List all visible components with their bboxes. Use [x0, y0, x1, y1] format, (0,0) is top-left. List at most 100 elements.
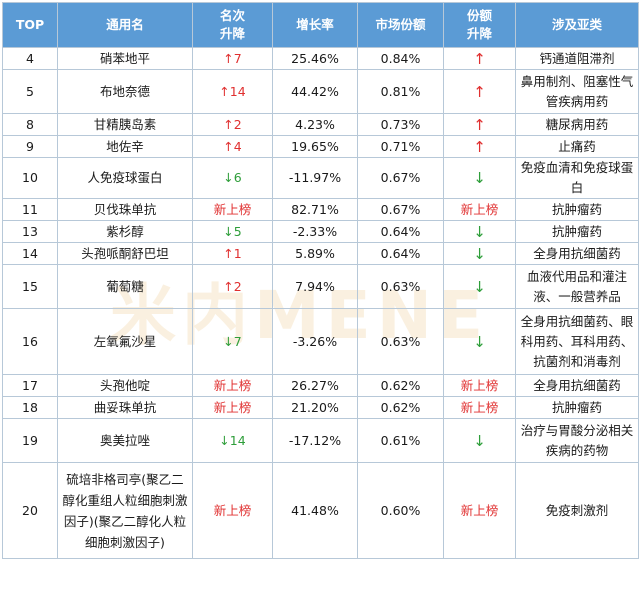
cell-top: 15 [2, 264, 58, 309]
cell-area: 止痛药 [515, 135, 639, 158]
cell-share-change: ↓ [443, 308, 516, 375]
cell-name: 甘精胰岛素 [57, 113, 193, 136]
cell-area: 全身用抗细菌药 [515, 242, 639, 265]
header-name: 通用名 [57, 2, 193, 48]
cell-area: 糖尿病用药 [515, 113, 639, 136]
cell-rank-change: 新上榜 [192, 198, 273, 221]
cell-area: 治疗与胃酸分泌相关疾病的药物 [515, 418, 639, 463]
table-row: 15 葡萄糖 ↑2 7.94% 0.63% ↓ 血液代用品和灌注液、一般营养品 [2, 264, 639, 309]
cell-share: 0.84% [357, 47, 444, 70]
cell-share: 0.73% [357, 113, 444, 136]
cell-rank-change: ↑7 [192, 47, 273, 70]
cell-share-change: ↓ [443, 157, 516, 199]
table-row: 14 头孢哌酮舒巴坦 ↑1 5.89% 0.64% ↓ 全身用抗细菌药 [2, 242, 639, 265]
cell-share-change: ↑ [443, 69, 516, 114]
cell-name: 曲妥珠单抗 [57, 396, 193, 419]
cell-growth: 4.23% [272, 113, 358, 136]
cell-name: 葡萄糖 [57, 264, 193, 309]
cell-rank-change: ↓6 [192, 157, 273, 199]
header-area: 涉及亚类 [515, 2, 639, 48]
cell-rank-change: ↑4 [192, 135, 273, 158]
cell-rank-change: ↓5 [192, 220, 273, 243]
cell-area: 抗肿瘤药 [515, 396, 639, 419]
cell-growth: 26.27% [272, 374, 358, 397]
cell-top: 5 [2, 69, 58, 114]
cell-name: 头孢哌酮舒巴坦 [57, 242, 193, 265]
header-growth: 增长率 [272, 2, 358, 48]
cell-name: 人免疫球蛋白 [57, 157, 193, 199]
cell-name: 布地奈德 [57, 69, 193, 114]
cell-share: 0.67% [357, 198, 444, 221]
cell-rank-change: ↑2 [192, 113, 273, 136]
cell-top: 19 [2, 418, 58, 463]
cell-share-change: 新上榜 [443, 198, 516, 221]
table-row: 11 贝伐珠单抗 新上榜 82.71% 0.67% 新上榜 抗肿瘤药 [2, 198, 639, 221]
table-row: 13 紫杉醇 ↓5 -2.33% 0.64% ↓ 抗肿瘤药 [2, 220, 639, 243]
cell-share: 0.62% [357, 374, 444, 397]
cell-rank-change: 新上榜 [192, 462, 273, 559]
cell-top: 9 [2, 135, 58, 158]
cell-growth: 44.42% [272, 69, 358, 114]
cell-name: 头孢他啶 [57, 374, 193, 397]
cell-share: 0.61% [357, 418, 444, 463]
ranking-table: TOP 通用名 名次 升降 增长率 市场份额 份额 升降 涉及亚类 4 硝苯地平 ↑… [2, 2, 639, 559]
cell-growth: -2.33% [272, 220, 358, 243]
table-row: 18 曲妥珠单抗 新上榜 21.20% 0.62% 新上榜 抗肿瘤药 [2, 396, 639, 419]
cell-name: 地佐辛 [57, 135, 193, 158]
table-row: 19 奥美拉唑 ↓14 -17.12% 0.61% ↓ 治疗与胃酸分泌相关疾病的药物 [2, 418, 639, 463]
cell-rank-change: 新上榜 [192, 396, 273, 419]
cell-share: 0.60% [357, 462, 444, 559]
cell-share: 0.62% [357, 396, 444, 419]
cell-share: 0.64% [357, 242, 444, 265]
cell-share-change: ↑ [443, 47, 516, 70]
cell-share-change: ↑ [443, 135, 516, 158]
cell-share-change: 新上榜 [443, 462, 516, 559]
cell-top: 4 [2, 47, 58, 70]
cell-share-change: 新上榜 [443, 396, 516, 419]
cell-area: 抗肿瘤药 [515, 220, 639, 243]
cell-rank-change: ↓7 [192, 308, 273, 375]
cell-rank-change: ↓14 [192, 418, 273, 463]
cell-top: 11 [2, 198, 58, 221]
cell-growth: 21.20% [272, 396, 358, 419]
cell-area: 血液代用品和灌注液、一般营养品 [515, 264, 639, 309]
cell-rank-change: ↑2 [192, 264, 273, 309]
header-rank-change: 名次 升降 [192, 2, 273, 48]
table-row: 4 硝苯地平 ↑7 25.46% 0.84% ↑ 钙通道阻滞剂 [2, 47, 639, 70]
cell-growth: 19.65% [272, 135, 358, 158]
cell-rank-change: 新上榜 [192, 374, 273, 397]
cell-area: 抗肿瘤药 [515, 198, 639, 221]
cell-name: 硫培非格司亭(聚乙二醇化重组人粒细胞刺激因子)(聚乙二醇化人粒细胞刺激因子) [57, 462, 193, 559]
header-top: TOP [2, 2, 58, 48]
table-row: 20 硫培非格司亭(聚乙二醇化重组人粒细胞刺激因子)(聚乙二醇化人粒细胞刺激因子)… [2, 462, 639, 559]
cell-growth: 5.89% [272, 242, 358, 265]
table-row: 16 左氧氟沙星 ↓7 -3.26% 0.63% ↓ 全身用抗细菌药、眼科用药、耳科用药、抗… [2, 308, 639, 375]
cell-share: 0.71% [357, 135, 444, 158]
cell-top: 20 [2, 462, 58, 559]
cell-growth: -11.97% [272, 157, 358, 199]
cell-growth: -3.26% [272, 308, 358, 375]
cell-share: 0.63% [357, 308, 444, 375]
cell-share-change: ↓ [443, 242, 516, 265]
cell-top: 8 [2, 113, 58, 136]
cell-growth: 41.48% [272, 462, 358, 559]
cell-share-change: 新上榜 [443, 374, 516, 397]
cell-share-change: ↓ [443, 418, 516, 463]
cell-share: 0.64% [357, 220, 444, 243]
cell-top: 17 [2, 374, 58, 397]
cell-name: 硝苯地平 [57, 47, 193, 70]
cell-name: 紫杉醇 [57, 220, 193, 243]
header-share-change: 份额 升降 [443, 2, 516, 48]
table-row: 8 甘精胰岛素 ↑2 4.23% 0.73% ↑ 糖尿病用药 [2, 113, 639, 136]
cell-area: 鼻用制剂、阻塞性气管疾病用药 [515, 69, 639, 114]
cell-top: 10 [2, 157, 58, 199]
table-row: 10 人免疫球蛋白 ↓6 -11.97% 0.67% ↓ 免疫血清和免疫球蛋白 [2, 157, 639, 199]
cell-growth: 25.46% [272, 47, 358, 70]
cell-top: 18 [2, 396, 58, 419]
cell-growth: 82.71% [272, 198, 358, 221]
table-row: 5 布地奈德 ↑14 44.42% 0.81% ↑ 鼻用制剂、阻塞性气管疾病用药 [2, 69, 639, 114]
cell-name: 奥美拉唑 [57, 418, 193, 463]
cell-top: 13 [2, 220, 58, 243]
cell-rank-change: ↑14 [192, 69, 273, 114]
cell-growth: -17.12% [272, 418, 358, 463]
